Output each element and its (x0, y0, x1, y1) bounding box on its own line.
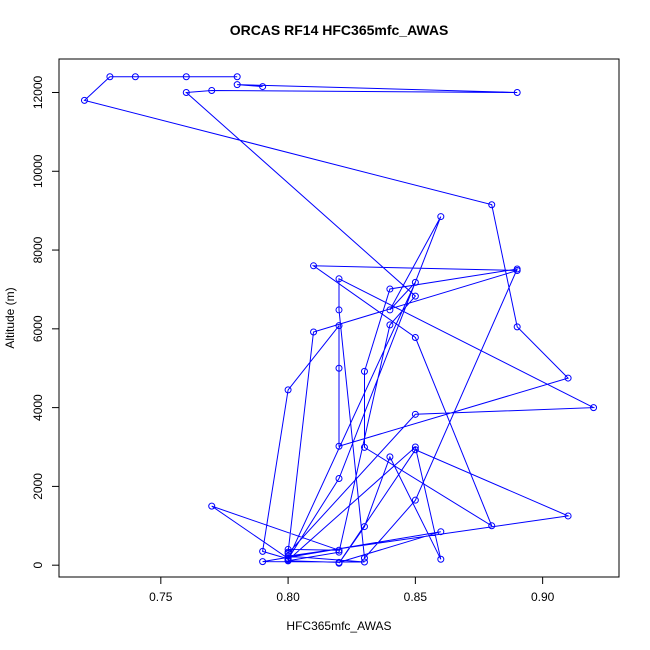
data-point (259, 547, 267, 555)
plot-frame (58, 58, 620, 578)
data-point (411, 446, 419, 454)
y-axis-label: Altitude (m) (3, 287, 17, 348)
data-point (106, 73, 114, 81)
data-point (131, 73, 139, 81)
data-point (259, 558, 267, 566)
series-points (80, 73, 598, 567)
data-point (233, 73, 241, 81)
data-point (335, 306, 343, 314)
data-point (335, 322, 343, 330)
data-point (182, 88, 190, 96)
data-point (411, 496, 419, 504)
data-point (488, 522, 496, 530)
data-point (360, 523, 368, 531)
data-point (386, 285, 394, 293)
data-point (259, 83, 267, 91)
x-tick-label: 0.75 (149, 590, 173, 604)
y-tick-label: 8000 (31, 236, 45, 263)
y-tick-label: 12000 (31, 75, 45, 109)
x-tick-label: 0.85 (404, 590, 428, 604)
data-point (360, 554, 368, 562)
data-point (386, 321, 394, 329)
chart-title: ORCAS RF14 HFC365mfc_AWAS (230, 22, 449, 38)
data-point (335, 558, 343, 566)
data-point (360, 558, 368, 566)
data-point (411, 443, 419, 451)
y-tick-label: 10000 (31, 154, 45, 188)
series-line (83, 76, 596, 564)
data-point (360, 443, 368, 451)
data-point (335, 475, 343, 483)
x-axis: 0.75 0.80 0.85 0.90 (149, 576, 555, 604)
y-tick-label: 2000 (31, 473, 45, 500)
data-point (386, 453, 394, 461)
data-point (284, 386, 292, 394)
x-tick-label: 0.90 (531, 590, 555, 604)
data-point (488, 201, 496, 209)
y-tick-label: 6000 (31, 315, 45, 342)
data-point (335, 275, 343, 283)
data-point (335, 364, 343, 372)
data-point (182, 73, 190, 81)
data-point (284, 549, 292, 557)
data-point (386, 306, 394, 314)
data-point (437, 555, 445, 563)
data-point (310, 262, 318, 270)
data-point (310, 328, 318, 336)
x-axis-label: HFC365mfc_AWAS (286, 619, 391, 633)
data-point (437, 213, 445, 221)
data-point (284, 545, 292, 553)
y-tick-label: 0 (31, 562, 45, 569)
data-point (335, 442, 343, 450)
data-point (513, 265, 521, 273)
data-point (335, 546, 343, 554)
data-point (513, 88, 521, 96)
data-point (411, 410, 419, 418)
data-point (335, 548, 343, 556)
data-point (208, 87, 216, 95)
data-point (411, 333, 419, 341)
series-polyline (83, 76, 596, 564)
data-point (411, 278, 419, 286)
y-axis: 0 2000 4000 6000 8000 10000 12000 (31, 75, 60, 569)
data-point (284, 557, 292, 565)
data-point (411, 292, 419, 300)
x-tick-label: 0.80 (276, 590, 300, 604)
y-tick-label: 4000 (31, 394, 45, 421)
data-point (360, 367, 368, 375)
data-point (208, 502, 216, 510)
data-point (564, 512, 572, 520)
data-point (284, 552, 292, 560)
data-point (233, 81, 241, 89)
data-point (513, 323, 521, 331)
data-point (437, 528, 445, 536)
data-point (80, 96, 88, 104)
data-point (564, 374, 572, 382)
data-point (590, 404, 598, 412)
